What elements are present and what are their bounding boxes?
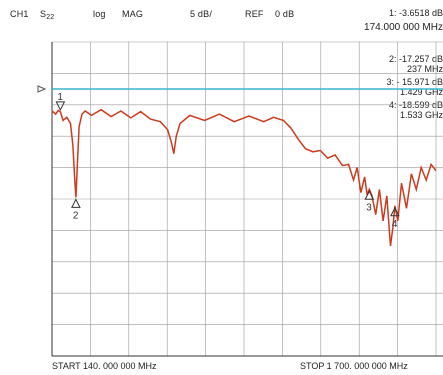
start-frequency: START 140. 000 000 MHz xyxy=(52,361,157,371)
format-label: log xyxy=(93,9,106,19)
stop-frequency: STOP 1 700. 000 000 MHz xyxy=(300,361,408,371)
marker-2-triangle xyxy=(71,198,81,208)
marker-3-value: 3: - 15.971 dB xyxy=(386,77,443,87)
active-marker-frequency: 174.000 000 MHz xyxy=(364,22,443,33)
s-param-base: S xyxy=(40,9,47,19)
marker-3-label: 3 xyxy=(366,202,372,213)
active-marker-readout: 1: -3.6518 dB xyxy=(388,8,443,18)
s-parameter-label: S22 xyxy=(40,9,54,21)
marker-1-triangle xyxy=(55,101,66,112)
marker-symbols: 1 2 3 4 xyxy=(55,92,400,230)
s22-trace xyxy=(51,108,437,247)
marker-4-triangle xyxy=(390,206,400,217)
mode-label: MAG xyxy=(122,9,144,19)
marker-3-triangle xyxy=(364,190,375,200)
channel-label: CH1 xyxy=(10,9,29,19)
s-param-sub: 22 xyxy=(46,14,55,21)
ref-label: REF xyxy=(245,9,264,19)
scale-label: 5 dB/ xyxy=(190,9,213,19)
marker-2-frequency: 237 MHz xyxy=(406,64,443,74)
reference-level-arrow xyxy=(37,85,47,93)
ref-value-label: 0 dB xyxy=(275,9,295,19)
marker-4-frequency: 1.533 GHz xyxy=(399,110,443,120)
marker-2-label: 2 xyxy=(73,210,79,221)
marker-4-label: 4 xyxy=(392,219,398,230)
marker-3-frequency: 1.429 GHz xyxy=(399,87,443,97)
marker-2-value: 2: -17.257 dB xyxy=(388,54,443,64)
marker-1-label: 1 xyxy=(57,92,63,103)
